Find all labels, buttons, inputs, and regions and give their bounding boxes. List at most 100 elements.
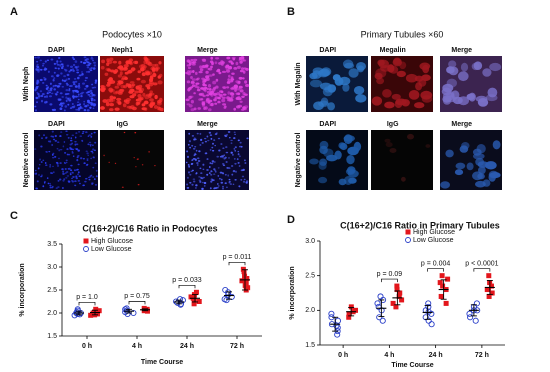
column-label: Megalin xyxy=(380,47,406,54)
nucleus xyxy=(238,76,243,80)
nucleus xyxy=(244,162,247,164)
nucleus xyxy=(241,95,245,99)
nucleus xyxy=(206,94,210,97)
nucleus xyxy=(188,61,192,65)
nucleus xyxy=(81,71,83,73)
nucleus xyxy=(41,137,43,140)
nucleus xyxy=(63,75,66,78)
nucleus xyxy=(71,177,73,180)
nucleus xyxy=(193,58,198,62)
nucleus xyxy=(209,187,212,190)
nucleus xyxy=(43,180,46,183)
nucleus xyxy=(56,62,58,65)
nucleus xyxy=(188,165,190,168)
nucleus xyxy=(230,76,234,79)
data-point xyxy=(488,283,494,289)
nucleus xyxy=(207,139,210,142)
nucleus xyxy=(90,99,93,102)
nucleus xyxy=(131,83,136,87)
nucleus xyxy=(210,137,213,140)
nucleus xyxy=(71,180,75,183)
nucleus xyxy=(52,152,55,155)
nucleus xyxy=(230,139,233,142)
nucleus xyxy=(78,175,81,177)
nucleus xyxy=(319,145,328,155)
p-value: p < 0.0001 xyxy=(465,261,498,268)
nucleus xyxy=(45,95,49,98)
nucleus xyxy=(141,72,146,77)
nucleus xyxy=(187,143,190,146)
nucleus xyxy=(222,155,225,158)
nucleus xyxy=(152,82,158,86)
legend-marker xyxy=(405,229,411,235)
significance-bracket xyxy=(473,268,491,272)
data-point xyxy=(393,304,399,310)
nucleus xyxy=(88,134,91,137)
nucleus xyxy=(60,131,63,133)
nucleus xyxy=(189,181,192,184)
nucleus xyxy=(113,70,117,74)
nucleus xyxy=(36,91,39,94)
nucleus xyxy=(489,62,502,72)
data-point xyxy=(374,300,381,307)
nucleus xyxy=(83,56,87,59)
data-point xyxy=(334,331,341,338)
nucleus xyxy=(228,178,231,181)
micrograph xyxy=(34,130,98,190)
nucleus xyxy=(191,78,197,81)
nucleus xyxy=(117,74,122,78)
nucleus xyxy=(122,103,127,108)
legend-label: High Glucose xyxy=(91,238,133,245)
nucleus xyxy=(59,162,62,164)
nucleus xyxy=(64,172,67,174)
nucleus xyxy=(68,167,71,170)
nucleus xyxy=(244,80,248,84)
nucleus xyxy=(43,78,47,81)
nucleus xyxy=(238,185,241,188)
nucleus xyxy=(215,78,219,82)
nucleus xyxy=(139,96,144,101)
data-point xyxy=(440,283,446,289)
nucleus xyxy=(71,56,74,59)
data-point xyxy=(191,301,197,307)
nucleus xyxy=(66,93,70,95)
nucleus xyxy=(114,107,120,111)
nucleus xyxy=(88,68,92,71)
nucleus xyxy=(223,154,225,156)
nucleus xyxy=(56,60,59,63)
column-label: Merge xyxy=(197,121,218,128)
nucleus xyxy=(57,67,60,70)
panel-label: A xyxy=(10,6,18,18)
nucleus xyxy=(228,181,231,184)
nucleus xyxy=(492,140,501,150)
nucleus xyxy=(233,85,239,89)
nucleus xyxy=(102,99,108,103)
nucleus xyxy=(196,164,199,166)
nucleus xyxy=(217,96,221,100)
nucleus xyxy=(53,71,56,74)
data-point xyxy=(74,306,81,313)
nucleus xyxy=(199,139,203,141)
nucleus xyxy=(233,131,236,134)
nucleus xyxy=(389,65,399,74)
nucleus xyxy=(209,148,212,151)
nucleus xyxy=(129,95,135,99)
nucleus xyxy=(72,69,75,72)
nucleus xyxy=(36,68,39,71)
nucleus xyxy=(190,162,194,165)
legend-label: Low Glucose xyxy=(91,246,132,253)
nucleus xyxy=(229,137,231,139)
p-value: p = 0.75 xyxy=(124,293,150,300)
nucleus xyxy=(130,89,135,92)
nucleus xyxy=(59,64,62,67)
nucleus xyxy=(238,165,241,167)
nucleus xyxy=(100,88,106,93)
nucleus xyxy=(74,136,77,139)
nucleus xyxy=(41,99,43,103)
nucleus xyxy=(42,185,45,188)
nucleus xyxy=(89,101,93,104)
nucleus xyxy=(227,98,230,102)
nucleus xyxy=(482,179,491,187)
nucleus xyxy=(190,108,195,112)
nucleus xyxy=(322,87,333,97)
